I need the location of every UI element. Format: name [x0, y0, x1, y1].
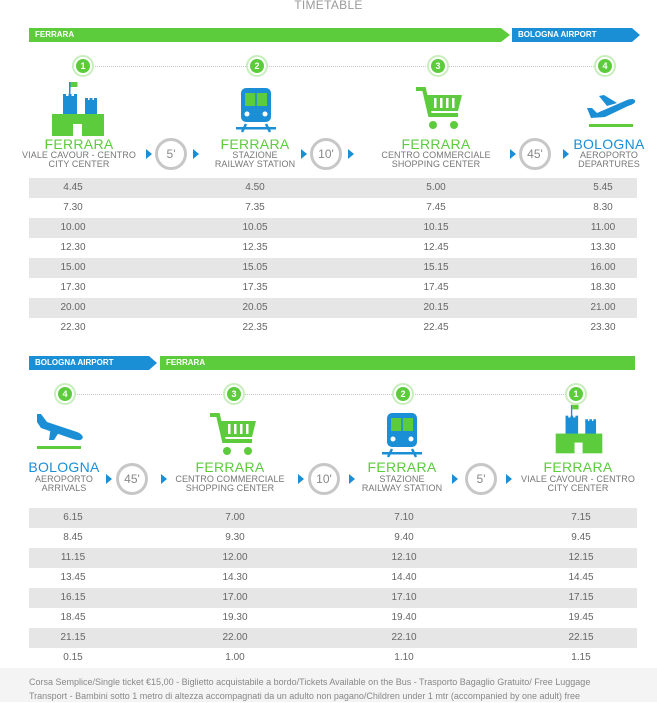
outbound-timetable: 4.45 4.50 5.00 5.45 7.30 7.35 7.45 8.30 10.00 1…: [29, 178, 637, 338]
outbound-stop-2-sub1: STAZIONE: [232, 150, 278, 160]
outbound-stop-1-sub2: CITY CENTER: [48, 159, 110, 169]
outbound-origin-bar: FERRARA: [29, 28, 501, 42]
table-row: 0.15 1.00 1.10 1.15: [63, 652, 591, 663]
chevron-right-icon: [510, 149, 516, 159]
inbound-stop-2-city: FERRARA: [195, 459, 265, 475]
cart-icon: [210, 413, 256, 455]
train-icon: [382, 413, 422, 458]
outbound-stop-2-sub2: RAILWAY STATION: [214, 159, 296, 169]
footer-note: Corsa Semplice/Single ticket €15,00 - Bi…: [29, 675, 641, 703]
inbound-stop-3-sub1: STAZIONE: [379, 474, 425, 484]
chevron-right-icon: [349, 474, 355, 484]
inbound-origin-bar: BOLOGNA AIRPORT: [29, 356, 149, 370]
table-row: 18.45 19.30 19.40 19.45: [60, 612, 594, 623]
inbound-duration-3: 5': [465, 463, 497, 495]
inbound-origin-tip: [149, 356, 157, 370]
outbound-stop-1-city: FERRARA: [44, 136, 114, 152]
table-row: 8.45 9.30 9.40 9.45: [63, 532, 591, 543]
train-icon: [236, 88, 276, 133]
chevron-right-icon: [298, 474, 304, 484]
inbound-section: BOLOGNA AIRPORT FERRARA 4 BOLOGNA AEROPO…: [0, 356, 657, 668]
footer-background: [0, 668, 657, 702]
table-row: 15.00 15.05 15.15 16.00: [29, 258, 637, 278]
outbound-stop-3-city: FERRARA: [401, 136, 471, 152]
castle-icon: [52, 82, 104, 136]
page-title: TIMETABLE: [294, 0, 363, 12]
table-row: 6.15 7.00 7.10 7.15: [29, 508, 637, 528]
inbound-stop-3-sub2: RAILWAY STATION: [361, 483, 443, 493]
inbound-route-line: [72, 394, 582, 395]
chevron-right-icon: [301, 149, 307, 159]
outbound-duration-2: 10': [310, 138, 342, 170]
inbound-stop-3-number: 2: [392, 383, 414, 405]
outbound-destination-label: BOLOGNA AIRPORT: [518, 30, 597, 39]
chevron-right-icon: [161, 474, 167, 484]
footer-line-1: Corsa Semplice/Single ticket €15,00 - Bi…: [29, 677, 591, 687]
plane-departure-icon: [587, 95, 636, 127]
outbound-stop-3-number: 3: [427, 55, 449, 77]
chevron-right-icon: [193, 149, 199, 159]
outbound-stop-1-number: 1: [72, 55, 94, 77]
chevron-right-icon: [146, 149, 152, 159]
outbound-stop-2-number: 2: [246, 55, 268, 77]
table-row: 7.30 7.35 7.45 8.30: [63, 202, 613, 213]
table-row: 10.00 10.05 10.15 11.00: [29, 218, 637, 238]
inbound-destination-label: FERRARA: [166, 358, 206, 367]
inbound-stop-2-number: 3: [223, 383, 245, 405]
table-row: 4.45 4.50 5.00 5.45: [29, 178, 637, 198]
outbound-stop-3-sub1: CENTRO COMMERCIALE: [381, 150, 491, 160]
outbound-stop-4-number: 4: [594, 55, 616, 77]
chevron-right-icon: [506, 474, 512, 484]
inbound-timetable: 6.15 7.00 7.10 7.15 8.45 9.30 9.40 9.45 11.15 1…: [29, 508, 637, 668]
inbound-origin-label: BOLOGNA AIRPORT: [35, 358, 114, 367]
outbound-stop-4-city: BOLOGNA: [573, 136, 645, 152]
outbound-stop-3-sub2: SHOPPING CENTER: [391, 159, 481, 169]
footer-line-2: Transport - Bambini sotto 1 metro di alt…: [29, 691, 580, 701]
outbound-origin-label: FERRARA: [35, 30, 75, 39]
table-row: 13.45 14.30 14.40 14.45: [60, 572, 594, 583]
inbound-stop-1-number: 4: [54, 383, 76, 405]
outbound-section: FERRARA BOLOGNA AIRPORT 1 FERRARA VIALE …: [0, 28, 657, 338]
chevron-right-icon: [452, 474, 458, 484]
plane-arrival-icon: [37, 414, 83, 449]
outbound-destination-tip: [632, 28, 640, 42]
outbound-stop-1-sub1: VIALE CAVOUR - CENTRO: [22, 150, 136, 160]
inbound-stop-1-city: BOLOGNA: [28, 459, 100, 475]
outbound-stop-4-sub1: AEROPORTO: [579, 150, 639, 160]
table-row: 16.15 17.00 17.10 17.15: [29, 588, 637, 608]
table-row: 11.15 12.00 12.10 12.15: [29, 548, 637, 568]
table-row: 22.30 22.35 22.45 23.30: [60, 322, 616, 333]
cart-icon: [416, 87, 462, 129]
chevron-right-icon: [563, 149, 569, 159]
outbound-destination-bar: BOLOGNA AIRPORT: [512, 28, 632, 42]
table-row: 20.00 20.05 20.15 21.00: [29, 298, 637, 318]
outbound-stop-2-city: FERRARA: [220, 136, 290, 152]
inbound-stop-3-city: FERRARA: [367, 459, 437, 475]
outbound-arrow-tip: [501, 28, 510, 42]
inbound-stop-4-sub1: VIALE CAVOUR - CENTRO: [521, 474, 635, 484]
chevron-right-icon: [348, 149, 354, 159]
table-row: 21.15 22.00 22.10 22.15: [29, 628, 637, 648]
table-row: 12.30 12.35 12.45 13.30: [60, 242, 616, 253]
inbound-stop-1-sub2: ARRIVALS: [41, 483, 87, 493]
inbound-stop-4-city: FERRARA: [543, 459, 613, 475]
inbound-stop-4-number: 1: [565, 383, 587, 405]
outbound-duration-3: 45': [519, 138, 551, 170]
inbound-duration-1: 45': [116, 463, 148, 495]
castle-icon: [555, 404, 603, 454]
outbound-duration-1: 5': [155, 138, 187, 170]
outbound-stop-4-sub2: DEPARTURES: [578, 159, 640, 169]
inbound-stop-4-sub2: CITY CENTER: [547, 483, 609, 493]
inbound-stop-2-sub2: SHOPPING CENTER: [185, 483, 275, 493]
inbound-destination-bar: FERRARA: [160, 356, 635, 370]
inbound-stop-2-sub1: CENTRO COMMERCIALE: [175, 474, 285, 484]
table-row: 17.30 17.35 17.45 18.30: [60, 282, 616, 293]
chevron-right-icon: [106, 474, 112, 484]
inbound-stop-1-sub1: AEROPORTO: [34, 474, 94, 484]
inbound-duration-2: 10': [308, 463, 340, 495]
outbound-route-line: [92, 66, 602, 67]
